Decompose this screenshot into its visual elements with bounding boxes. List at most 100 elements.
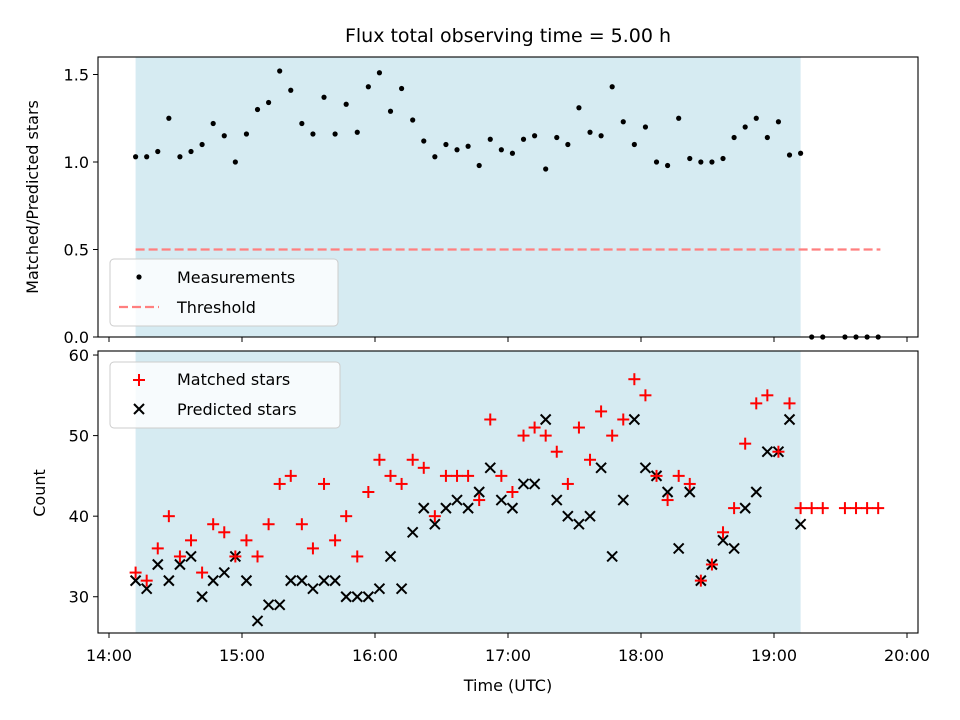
- predicted-star-marker: [739, 502, 751, 514]
- predicted-star-marker: [307, 582, 319, 595]
- matched-star-marker: [329, 534, 342, 547]
- predicted-star-marker: [273, 599, 286, 611]
- measurement-point: [310, 131, 316, 137]
- chart-title: Flux total observing time = 5.00 h: [345, 25, 671, 47]
- predicted-star-marker: [539, 413, 552, 426]
- matched-star-marker: [262, 518, 275, 531]
- matched-star-marker: [251, 550, 264, 563]
- measurement-points: [133, 68, 881, 340]
- matched-star-marker: [406, 453, 419, 466]
- measurement-point: [476, 162, 482, 169]
- bottom-legend-box: [109, 361, 341, 429]
- matched-star-marker: [528, 421, 541, 434]
- predicted-star-marker: [606, 550, 618, 563]
- matched-star-marker: [428, 510, 441, 523]
- bottom-y-tick-label: 40: [69, 507, 89, 526]
- matched-star-marker: [539, 429, 552, 442]
- matched-star-marker: [384, 469, 397, 482]
- measurement-point: [421, 138, 427, 144]
- predicted-star-marker: [628, 413, 641, 426]
- matched-star-marker: [672, 469, 685, 482]
- measurement-point: [576, 105, 582, 111]
- matched-star-marker: [506, 486, 519, 498]
- measurement-point: [288, 87, 294, 93]
- predicted-star-marker: [462, 502, 474, 514]
- top-y-tick-label: 1.5: [64, 66, 89, 85]
- matched-star-marker: [683, 477, 696, 490]
- measurement-point: [243, 131, 250, 137]
- predicted-star-marker: [218, 566, 230, 579]
- predicted-star-marker: [517, 478, 530, 490]
- legend-label-measurements: Measurements: [177, 268, 295, 287]
- matched-star-marker: [572, 421, 585, 434]
- matched-star-marker: [838, 502, 851, 515]
- matched-star-marker: [850, 502, 863, 515]
- matched-star-marker: [617, 413, 630, 426]
- predicted-star-marker: [129, 574, 142, 587]
- matched-star-marker: [628, 373, 641, 386]
- matched-star-marker: [273, 477, 286, 490]
- measurement-point: [376, 70, 383, 76]
- bottom-x-ticks: 14:00 15:00 16:00 17:00 18:00 19:00 20:00: [86, 633, 930, 665]
- predicted-star-marker: [661, 486, 674, 498]
- predicted-star-marker: [362, 591, 375, 603]
- top-y-tick-label: 1.0: [64, 153, 89, 172]
- measurement-point: [155, 148, 161, 155]
- predicted-star-marker: [584, 510, 596, 522]
- measurement-point: [232, 159, 238, 165]
- predicted-star-marker: [750, 486, 762, 498]
- matched-star-marker: [129, 566, 142, 579]
- predicted-star-marker: [140, 582, 153, 595]
- predicted-star-marker: [595, 462, 607, 474]
- matched-star-marker: [495, 469, 508, 482]
- measurement-point: [498, 147, 504, 153]
- measurement-point: [299, 120, 305, 127]
- legend-label-threshold: Threshold: [176, 298, 256, 317]
- predicted-star-marker: [639, 462, 652, 474]
- predicted-star-marker: [174, 558, 186, 571]
- top-legend: Measurements Threshold: [109, 258, 339, 327]
- legend-label-predicted: Predicted stars: [177, 400, 297, 419]
- bottom-y-ticks: 30 40 50 60: [69, 346, 98, 607]
- measurement-point: [410, 117, 416, 123]
- predicted-star-marker: [562, 510, 574, 522]
- top-y-axis-label: Matched/Predicted stars: [23, 100, 42, 294]
- measurement-point: [343, 101, 349, 107]
- measurement-point: [532, 133, 538, 139]
- predicted-star-marker: [395, 582, 408, 595]
- x-tick-label: 15:00: [219, 646, 265, 665]
- matched-star-marker: [196, 566, 209, 579]
- matched-star-marker: [473, 494, 486, 507]
- matched-star-marker: [151, 542, 164, 555]
- predicted-star-marker: [196, 591, 208, 603]
- measurement-point: [387, 108, 394, 114]
- matched-star-marker: [694, 574, 707, 587]
- count-panel: 30 40 50 60 14:00 15:00 16:00 17:00 18:00 19:00 2…: [30, 346, 930, 695]
- measurement-point: [277, 68, 283, 74]
- matched-star-marker: [417, 461, 430, 474]
- matched-star-marker: [207, 518, 220, 531]
- measurement-point: [676, 115, 682, 121]
- measurement-point: [509, 150, 516, 156]
- predicted-star-marker: [617, 494, 629, 506]
- predicted-star-marker: [573, 518, 585, 530]
- matched-star-marker: [661, 494, 674, 507]
- measurement-point: [520, 136, 527, 142]
- predicted-star-marker: [495, 494, 508, 506]
- predicted-star-marker: [672, 542, 685, 555]
- matched-star-marker: [362, 486, 375, 498]
- matched-star-marker: [306, 542, 319, 555]
- matched-star-marker: [517, 429, 530, 442]
- x-tick-label: 18:00: [618, 646, 664, 665]
- measurement-point: [786, 152, 793, 158]
- measurement-point: [199, 141, 205, 148]
- matched-star-marker: [750, 397, 763, 410]
- matched-star-marker: [295, 518, 308, 531]
- measurement-point: [321, 94, 327, 100]
- measurement-point: [620, 119, 626, 125]
- matched-star-marker: [561, 477, 574, 490]
- predicted-star-marker: [296, 574, 308, 587]
- predicted-star-marker: [340, 591, 352, 603]
- measurement-point: [709, 159, 715, 165]
- measurement-point: [254, 106, 261, 113]
